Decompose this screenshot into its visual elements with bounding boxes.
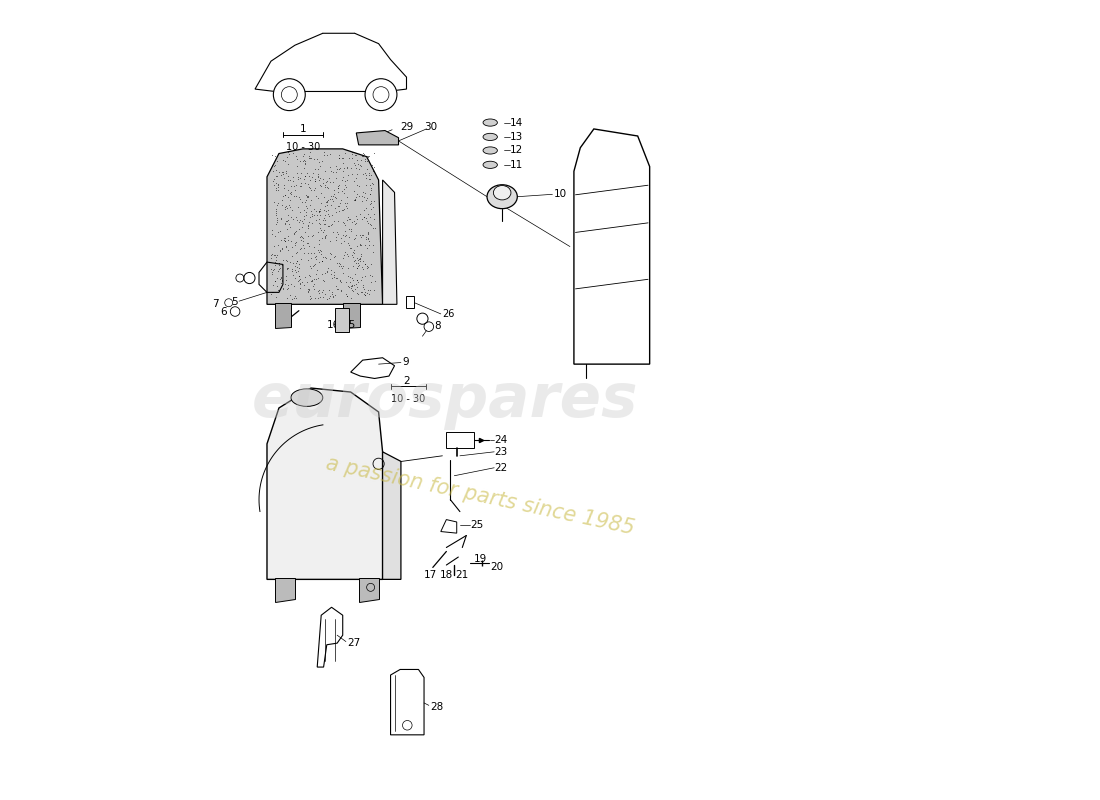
Polygon shape: [334, 308, 349, 332]
Text: 29: 29: [400, 122, 414, 132]
Text: 28: 28: [430, 702, 443, 712]
Polygon shape: [255, 34, 407, 91]
Text: 13: 13: [510, 132, 524, 142]
Ellipse shape: [487, 185, 517, 209]
Text: 20: 20: [491, 562, 504, 573]
Ellipse shape: [290, 389, 322, 406]
Ellipse shape: [494, 186, 510, 200]
Text: 10: 10: [554, 190, 568, 199]
Text: 27: 27: [348, 638, 361, 648]
Text: 6: 6: [220, 307, 227, 318]
Text: 25: 25: [471, 520, 484, 530]
Circle shape: [274, 78, 306, 110]
Ellipse shape: [483, 134, 497, 141]
Text: 19: 19: [474, 554, 487, 565]
Text: 21: 21: [455, 570, 469, 580]
Text: 24: 24: [494, 435, 507, 445]
Text: 26: 26: [442, 309, 454, 319]
Text: 12: 12: [510, 146, 524, 155]
Text: 1: 1: [299, 124, 306, 134]
Text: 18: 18: [440, 570, 453, 580]
Polygon shape: [275, 578, 295, 602]
Text: 14: 14: [510, 118, 524, 127]
Text: 17: 17: [424, 570, 437, 580]
Text: 22: 22: [494, 462, 507, 473]
Text: 10 - 30: 10 - 30: [286, 142, 320, 152]
Text: 15: 15: [343, 320, 356, 330]
Polygon shape: [383, 180, 397, 304]
Text: eurospares: eurospares: [252, 370, 638, 430]
Text: 9: 9: [403, 357, 409, 366]
Polygon shape: [343, 302, 361, 328]
Text: 7: 7: [212, 298, 219, 309]
Text: 11: 11: [510, 160, 524, 170]
Polygon shape: [267, 388, 383, 579]
Text: 2: 2: [404, 376, 410, 386]
Polygon shape: [356, 130, 398, 145]
Text: 8: 8: [434, 321, 441, 331]
Text: a passion for parts since 1985: a passion for parts since 1985: [323, 453, 636, 538]
Text: 10 - 30: 10 - 30: [390, 394, 426, 404]
Text: 23: 23: [494, 447, 507, 457]
Text: 30: 30: [424, 122, 437, 132]
Ellipse shape: [483, 119, 497, 126]
Polygon shape: [267, 149, 383, 304]
Polygon shape: [383, 452, 400, 579]
Text: 5: 5: [231, 297, 238, 307]
Ellipse shape: [483, 147, 497, 154]
Text: 16: 16: [327, 320, 340, 330]
Polygon shape: [275, 302, 290, 328]
Circle shape: [365, 78, 397, 110]
Ellipse shape: [483, 162, 497, 169]
Polygon shape: [359, 578, 378, 602]
